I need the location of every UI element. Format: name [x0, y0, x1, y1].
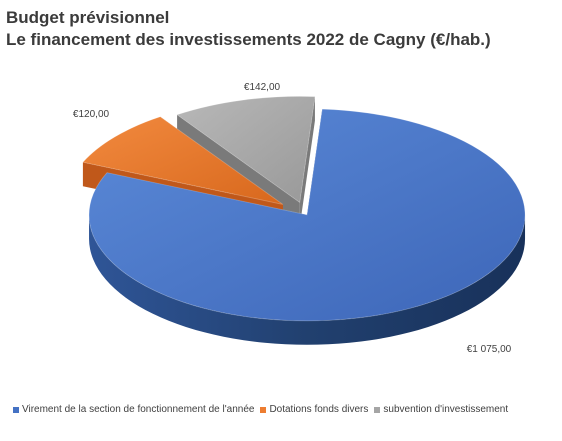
data-label-subvention: €142,00 [244, 82, 281, 93]
pie-slice-top-dotations [82, 116, 284, 205]
legend-swatch-virement [13, 406, 19, 413]
legend-label-dotations: Dotations fonds divers [269, 404, 369, 415]
chart-legend: Virement de la section de fonctionnement… [13, 404, 558, 415]
legend-swatch-subvention [374, 406, 381, 413]
chart-title: Budget prévisionnel Le financement des i… [6, 7, 556, 51]
legend-item-virement: Virement de la section de fonctionnement… [13, 404, 254, 415]
pie-slice-side-virement [89, 214, 526, 345]
pie-slice-top-subvention [176, 96, 316, 204]
legend-item-dotations: Dotations fonds divers [260, 404, 368, 415]
legend-item-subvention: subvention d'investissement [374, 404, 508, 415]
legend-label-virement: Virement de la section de fonctionnement… [22, 404, 255, 415]
pie-slice-virement [88, 108, 526, 345]
data-label-virement: €1 075,00 [467, 344, 512, 355]
pie-slice-top-virement [88, 108, 526, 322]
chart-title-line1: Budget prévisionnel [6, 8, 170, 27]
legend-label-subvention: subvention d'investissement [383, 404, 509, 415]
chart-title-line2: Le financement des investissements 2022 … [6, 30, 491, 49]
pie-slice-edge-subvention-1 [299, 96, 315, 227]
legend-swatch-dotations [260, 406, 267, 413]
data-label-dotations: €120,00 [73, 109, 110, 120]
